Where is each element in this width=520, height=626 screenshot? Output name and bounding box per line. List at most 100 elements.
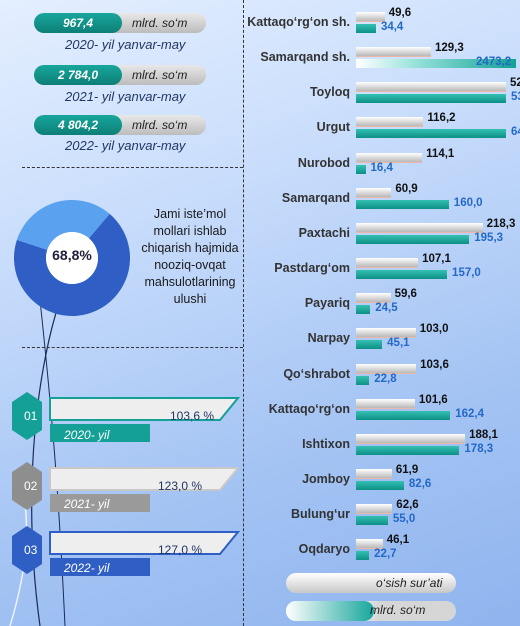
summary-value: 4 804,2 [34, 115, 122, 135]
category-label: Toyloq [309, 85, 350, 100]
bar-value-label: 643,8 [511, 126, 520, 139]
donut-description: Jami iste’mol mollari ishlab chiqarish h… [141, 207, 239, 306]
legend-teal-label: mlrd. so‘m [370, 603, 426, 617]
summary-pill: 4 804,2 mlrd. so‘m [34, 115, 206, 135]
growth-value: 103,6 % [170, 409, 215, 423]
category-label: Payariq [304, 296, 350, 311]
growth-shapes [12, 392, 241, 576]
donut-slice-rest [16, 200, 110, 250]
bar-growth [356, 258, 419, 269]
donut-chart [13, 200, 131, 316]
bar-growth-label: 188,1 [469, 428, 498, 441]
category-label: Qo‘shrabot [283, 366, 350, 381]
bar-growth-label: 129,3 [434, 42, 464, 55]
bar-value-label: 162,4 [455, 407, 484, 420]
bar-growth-label: 60,9 [395, 182, 418, 195]
bar-value-label: 45,1 [387, 337, 410, 350]
summary-caption: 2022- yil yanvar-may [65, 138, 186, 153]
category-label: Oqdaryo [298, 542, 350, 557]
bar-growth [356, 293, 391, 304]
bar-value [356, 24, 376, 33]
bar-value-label: 2473,2 [476, 56, 512, 69]
growth-index: 03 [24, 543, 38, 557]
bar-value-label: 82,6 [408, 477, 432, 490]
divider [22, 347, 243, 348]
bar-value [356, 480, 404, 490]
growth-value: 127,0 % [158, 543, 203, 557]
bar-growth [356, 47, 431, 58]
summary-value: 967,4 [34, 13, 122, 33]
bar-growth-label: 525,9 [510, 77, 520, 90]
bar-value-label: 195,3 [474, 231, 504, 244]
bar-growth [356, 187, 392, 198]
bar-growth-label: 46,1 [386, 534, 410, 547]
donut-slice-main [13, 213, 131, 316]
bar-growth [356, 222, 483, 233]
bar-growth [356, 12, 385, 22]
bar-growth [356, 468, 392, 479]
bar-growth-label: 49,6 [388, 7, 412, 19]
bar-value-label: 55,0 [392, 513, 416, 526]
category-label: Paxtachi [298, 225, 350, 240]
bar-value [356, 94, 506, 104]
bar-value-label: 22,7 [374, 548, 397, 561]
category-label: Kattaqo‘rg‘on [268, 401, 350, 416]
growth-value: 123,0 % [158, 479, 203, 493]
bar-growth [356, 82, 506, 93]
bar-growth-label: 218,3 [486, 217, 516, 230]
bar-value-label: 34,4 [380, 21, 404, 33]
bar-growth-label: 116,2 [427, 112, 456, 125]
summary-pill: 967,4 mlrd. so‘m [34, 13, 206, 33]
bar-value [356, 516, 388, 526]
category-label: Bulung‘ur [290, 507, 350, 522]
category-label: Jomboy [302, 471, 350, 486]
bar-growth-label: 61,9 [395, 463, 419, 476]
bar-value [356, 305, 371, 315]
bar-value-label: 160,0 [453, 196, 483, 209]
bar-value [356, 551, 370, 561]
donut-value: 68,8% [52, 247, 92, 263]
bar-value-label: 16,4 [370, 161, 393, 174]
summary-unit: mlrd. so‘m [132, 16, 188, 30]
growth-index: 02 [24, 479, 38, 493]
growth-year: 2020- yil [64, 428, 110, 442]
bar-growth-label: 107,1 [422, 253, 451, 266]
category-label: Ishtixon [302, 436, 350, 451]
growth-index: 01 [24, 409, 38, 423]
bar-growth-label: 103,0 [419, 323, 449, 336]
bar-growth-label: 114,1 [426, 147, 455, 160]
summary-pill: 2 784,0 mlrd. so‘m [34, 65, 206, 85]
bar-growth [356, 539, 383, 550]
growth-year: 2021- yil [64, 497, 110, 511]
bar-growth [356, 152, 423, 163]
summary-value: 2 784,0 [34, 65, 122, 85]
bar-growth [356, 117, 424, 128]
bar-value-label: 178,3 [464, 442, 494, 455]
bar-value [356, 199, 449, 209]
bar-value [356, 164, 366, 174]
legend-gray-label: o‘sish sur’ati [376, 576, 443, 590]
bar-value [356, 270, 448, 280]
category-label: Urgut [316, 120, 350, 135]
bar-value-label: 24,5 [375, 302, 398, 315]
summary-caption: 2021- yil yanvar-may [65, 89, 186, 104]
bar-value [356, 129, 506, 139]
bar-value-label: 157,0 [452, 267, 481, 280]
vertical-divider [243, 0, 244, 626]
category-label: Kattaqo‘rg‘on sh. [247, 15, 350, 29]
bar-value [356, 410, 451, 420]
summary-unit: mlrd. so‘m [132, 68, 188, 82]
legend-teal-swatch [286, 601, 456, 621]
bar-value [356, 375, 370, 385]
bar-value [356, 340, 383, 350]
bar-value [356, 59, 516, 69]
bar-value-label: 22,8 [374, 372, 397, 385]
summary-unit: mlrd. so‘m [132, 118, 188, 132]
category-label: Narpay [307, 331, 350, 346]
donut-hole [46, 232, 98, 284]
bar-growth [356, 433, 466, 444]
bar-value [356, 445, 460, 455]
divider [22, 167, 243, 168]
